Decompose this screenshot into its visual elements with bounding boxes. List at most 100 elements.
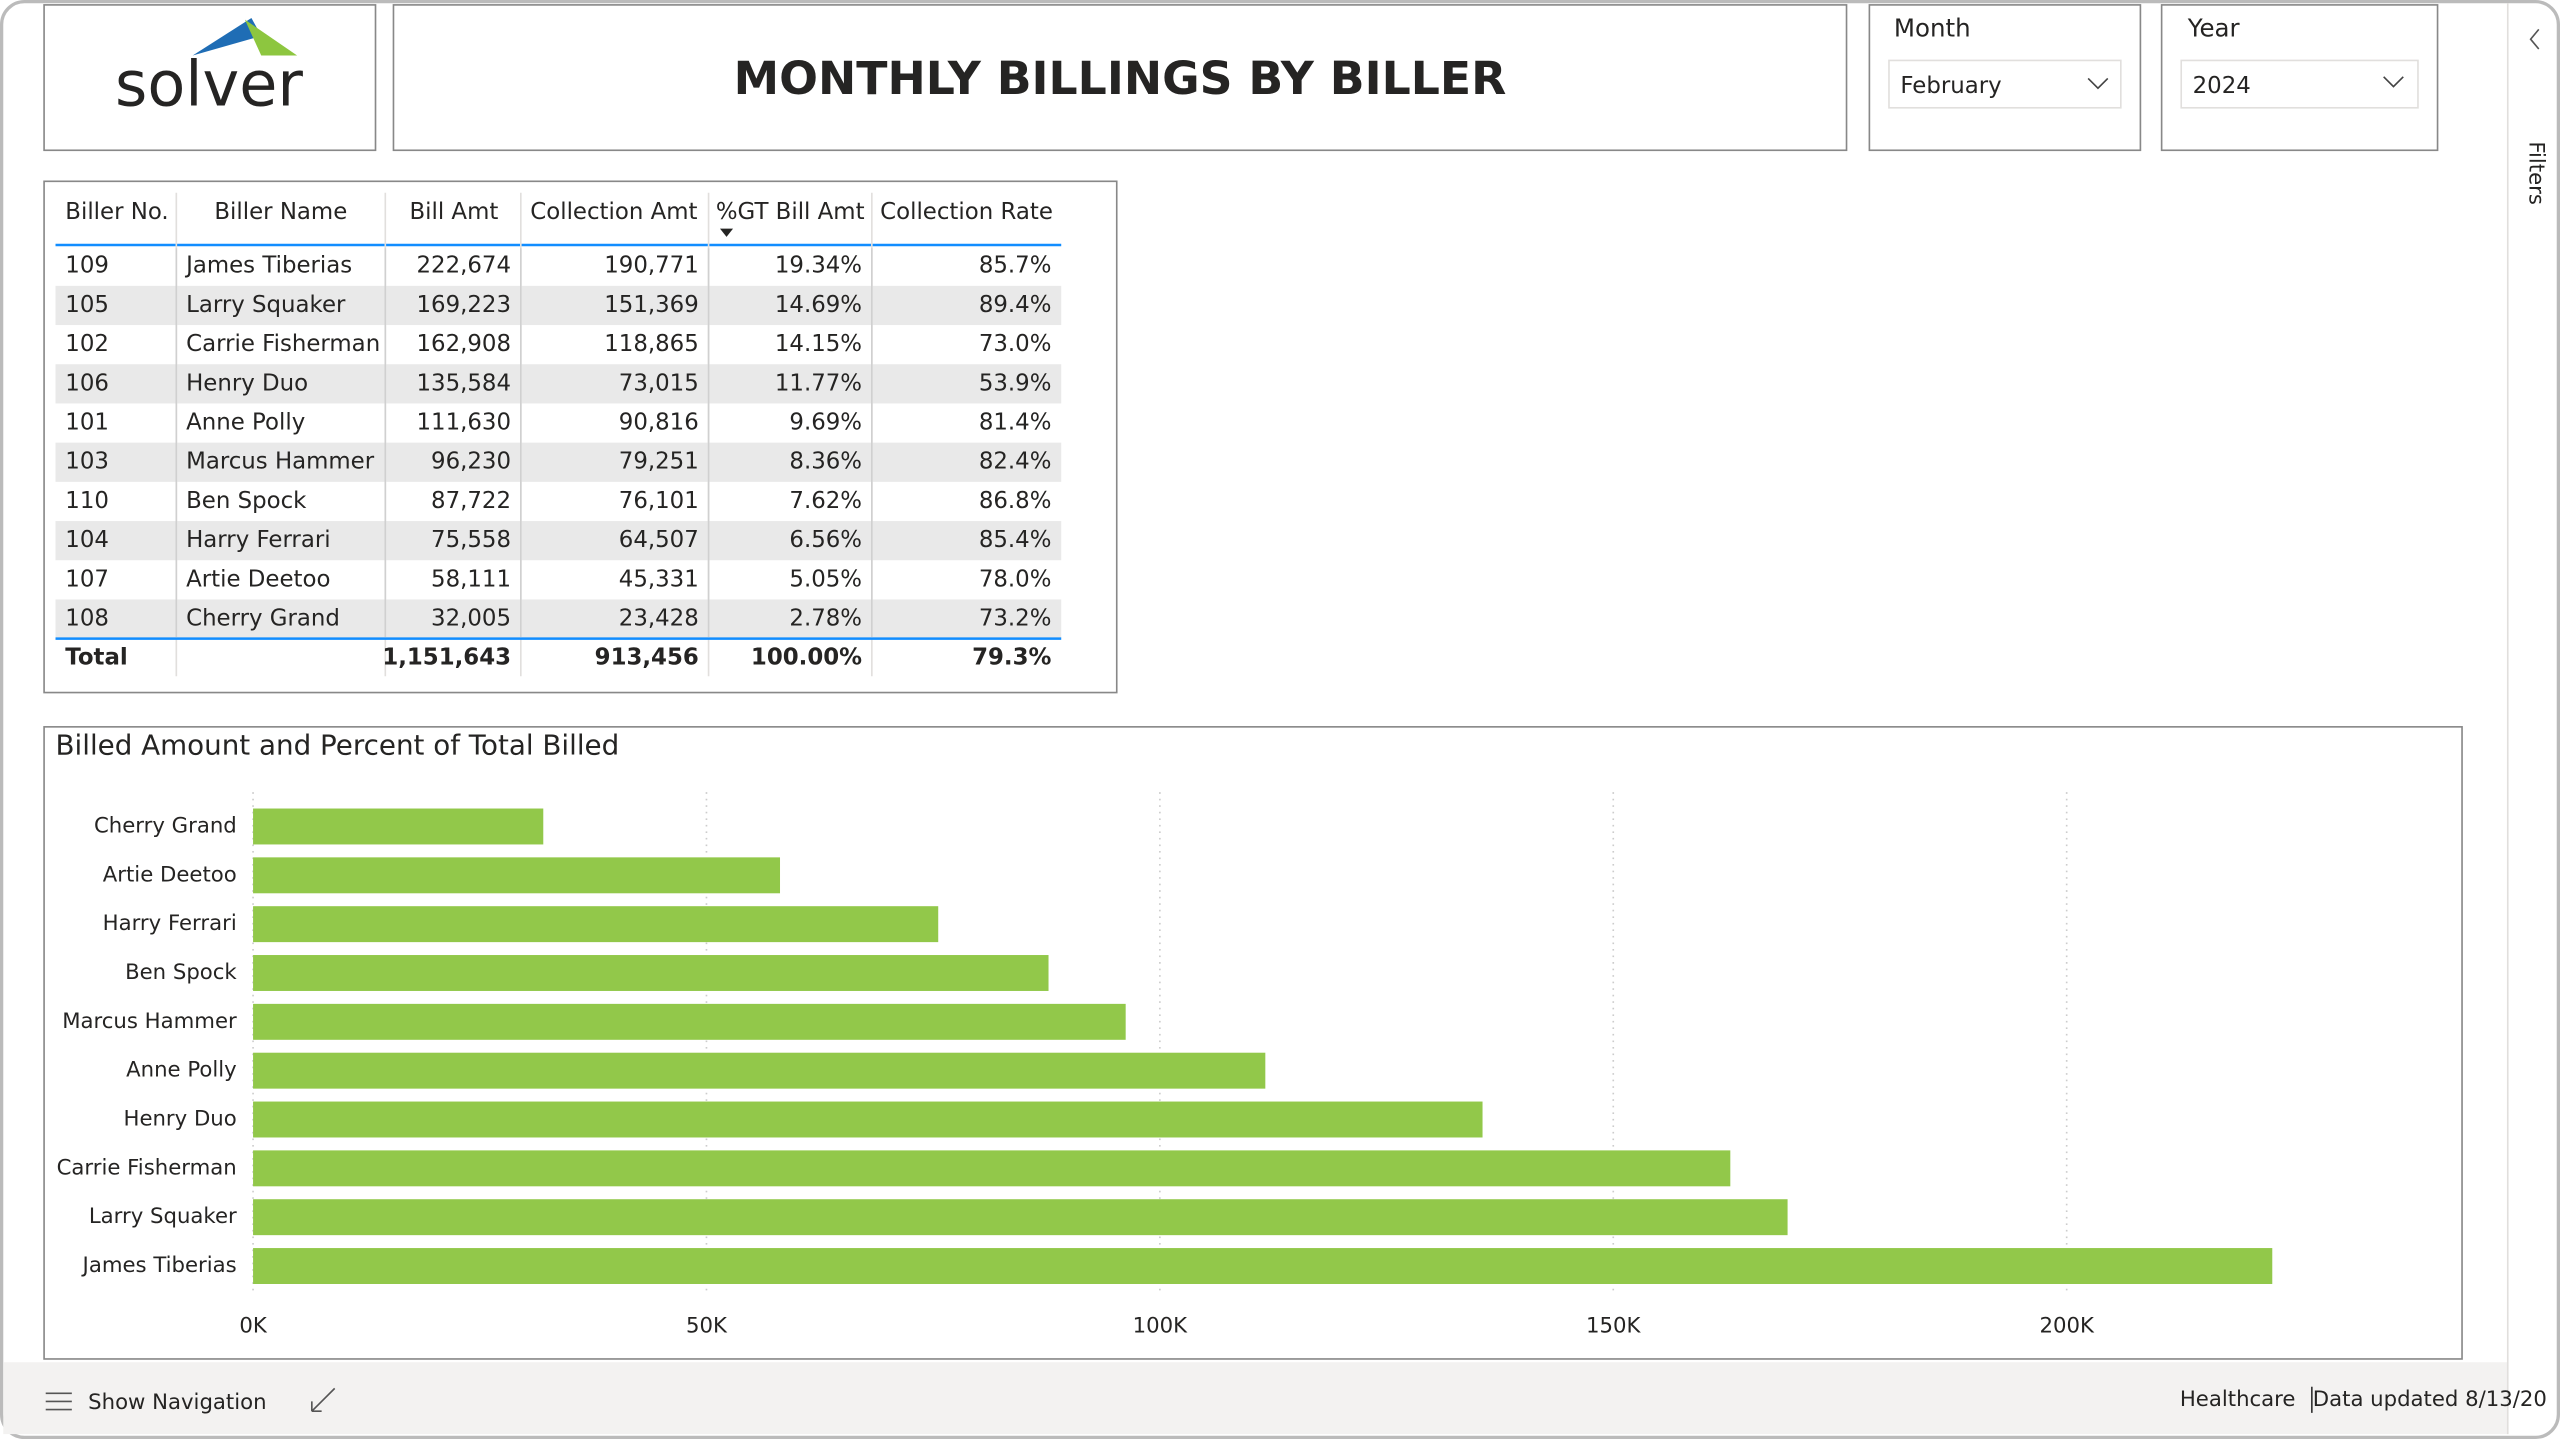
column-header: Collection Rate [880, 199, 1053, 225]
total-cell: 913,456 [595, 645, 699, 671]
cell: Anne Polly [186, 410, 305, 436]
cell: Henry Duo [186, 370, 308, 396]
dropdown[interactable] [2180, 59, 2419, 109]
bar [253, 808, 544, 845]
cell: 8.36% [789, 449, 862, 475]
cell: Cherry Grand [186, 606, 340, 632]
cell: 106 [65, 370, 109, 396]
cell: 7.62% [789, 488, 862, 514]
expand-filters[interactable] [2529, 28, 2540, 50]
total-cell: 100.00% [751, 645, 862, 671]
row-band [55, 442, 1062, 482]
column-header: %GT Bill Amt [716, 199, 865, 225]
cell: Harry Ferrari [186, 527, 330, 553]
cell: 111,630 [417, 410, 512, 436]
nav-label: Show Navigation [88, 1390, 266, 1415]
cell: 190,771 [604, 253, 699, 279]
cell: James Tiberias [184, 253, 352, 279]
row-band [55, 285, 1062, 326]
workspace: Healthcare [2180, 1387, 2296, 1412]
y-tick-label: Artie Deetoo [103, 862, 237, 887]
cell: 108 [65, 606, 109, 632]
title-box [392, 4, 1848, 152]
cell: 73.2% [979, 606, 1052, 632]
column-header: Collection Amt [530, 199, 697, 225]
chevron [2383, 76, 2404, 88]
cell: 87,722 [431, 488, 511, 514]
cell: 6.56% [789, 527, 862, 553]
y-tick-label: Ben Spock [125, 960, 237, 985]
cell: 14.15% [775, 331, 862, 357]
cell: 5.05% [789, 566, 862, 592]
cell: 58,111 [431, 566, 511, 592]
y-tick-label: Harry Ferrari [103, 911, 237, 936]
cell: 89.4% [979, 292, 1052, 318]
cell: 162,908 [417, 331, 512, 357]
slicer-label: Month [1894, 13, 1971, 42]
cell: 90,816 [619, 410, 699, 436]
cell: 85.4% [979, 527, 1052, 553]
row-band [55, 364, 1062, 404]
dropdown[interactable] [1888, 59, 2122, 109]
column-header: Bill Amt [409, 199, 498, 225]
cell: 78.0% [979, 566, 1052, 592]
cell: Artie Deetoo [186, 566, 330, 592]
logo-box [43, 4, 377, 152]
row-band [55, 599, 1062, 639]
bar [253, 1003, 1126, 1040]
chevron [2087, 77, 2109, 90]
dropdown-value: 2024 [2193, 73, 2251, 99]
cell: 73.0% [979, 331, 1052, 357]
cell: 2.78% [789, 606, 862, 632]
updated: Data updated 8/13/20 [2313, 1387, 2547, 1412]
cell: Carrie Fisherman [186, 331, 380, 357]
nav-toggle[interactable]: Show Navigation [45, 1390, 267, 1415]
cell: 118,865 [604, 331, 699, 357]
cell: 101 [65, 410, 109, 436]
sort-indicator [720, 228, 734, 237]
y-tick-label: Anne Polly [126, 1058, 237, 1083]
cell: 64,507 [619, 527, 699, 553]
cell: 81.4% [979, 410, 1052, 436]
cell: 82.4% [979, 449, 1052, 475]
dropdown-value: February [1900, 73, 2001, 99]
cell: 76,101 [619, 488, 699, 514]
cell: 102 [65, 331, 109, 357]
cell: 53.9% [979, 370, 1052, 396]
cell: 96,230 [431, 449, 511, 475]
x-tick-label: 150K [1586, 1313, 1641, 1338]
x-tick-label: 200K [2039, 1313, 2094, 1338]
cell: 14.69% [775, 292, 862, 318]
cell: 79,251 [619, 449, 699, 475]
bar [253, 1101, 1483, 1138]
x-tick-label: 0K [239, 1313, 267, 1338]
footer-bar [3, 1362, 2508, 1435]
bar [253, 1199, 1788, 1236]
chart-title: Billed Amount and Percent of Total Bille… [56, 728, 620, 761]
cell: 222,674 [417, 253, 512, 279]
chart: 0K 50K 100K 150K 200K Cherry Grand Artie Deeto… [57, 792, 2273, 1338]
cell: 11.77% [775, 370, 862, 396]
bar [253, 955, 1049, 991]
cell: 109 [65, 253, 109, 279]
cell: Marcus Hammer [186, 449, 375, 475]
logo-mark [192, 17, 262, 56]
bar [253, 1150, 1731, 1187]
cell: Ben Spock [186, 488, 307, 514]
total-cell: 79.3% [972, 645, 1051, 671]
bar [253, 1248, 2273, 1284]
cell: 9.69% [789, 410, 862, 436]
y-tick-label: Carrie Fisherman [57, 1155, 237, 1180]
x-tick-label: 100K [1133, 1313, 1188, 1338]
collapse-icon[interactable] [311, 1387, 336, 1413]
filters-label[interactable]: Filters [2524, 141, 2549, 205]
cell: 73,015 [619, 370, 699, 396]
cell: 19.34% [775, 253, 862, 279]
y-tick-label: James Tiberias [81, 1253, 237, 1278]
cell: 105 [65, 292, 109, 318]
y-tick-label: Cherry Grand [94, 813, 237, 838]
slicer-label: Year [2187, 13, 2241, 42]
cell: 103 [65, 449, 109, 475]
cell: 45,331 [619, 566, 699, 592]
y-tick-label: Larry Squaker [89, 1204, 237, 1229]
